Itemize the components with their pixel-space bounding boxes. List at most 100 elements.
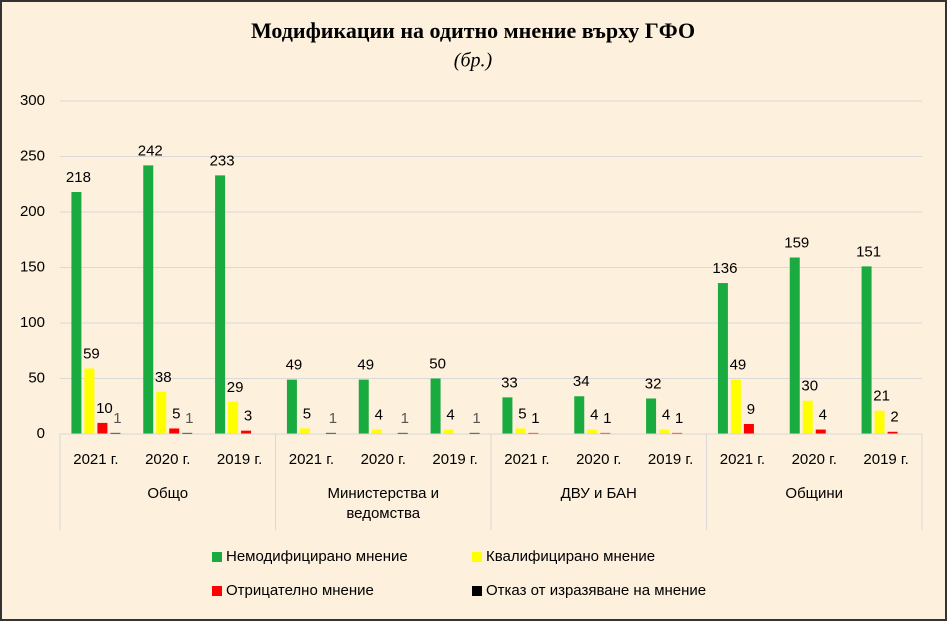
bar bbox=[443, 429, 454, 434]
bar bbox=[874, 410, 885, 434]
y-tick-label: 300 bbox=[20, 92, 45, 109]
bar bbox=[358, 379, 369, 434]
data-label: 1 bbox=[185, 410, 193, 427]
x-tick-label: 2021 г. bbox=[504, 451, 549, 468]
x-tick-label: 2020 г. bbox=[361, 451, 406, 468]
data-label: 49 bbox=[357, 357, 374, 374]
group-label-box: Общини bbox=[785, 485, 844, 502]
bar bbox=[325, 432, 336, 434]
bar bbox=[646, 398, 657, 434]
data-label: 4 bbox=[662, 407, 670, 424]
group-label-box: Министерства и ведомства bbox=[327, 485, 439, 522]
legend-swatch bbox=[212, 586, 222, 596]
bar bbox=[743, 424, 754, 434]
data-label: 34 bbox=[573, 373, 590, 390]
data-label: 9 bbox=[747, 401, 755, 418]
data-label: 4 bbox=[375, 407, 383, 424]
bar bbox=[502, 397, 513, 434]
data-label: 5 bbox=[518, 405, 526, 422]
bar bbox=[241, 430, 252, 434]
legend-label: Отказ от изразяване на мнение bbox=[486, 582, 706, 599]
legend-swatch bbox=[472, 552, 482, 562]
group-label-box: Общо bbox=[147, 485, 188, 502]
data-label: 151 bbox=[856, 243, 881, 260]
data-label: 10 bbox=[96, 400, 113, 417]
data-label: 1 bbox=[675, 410, 683, 427]
y-tick-label: 200 bbox=[20, 203, 45, 220]
x-tick-label: 2021 г. bbox=[289, 451, 334, 468]
data-label: 30 bbox=[801, 378, 818, 395]
data-label: 49 bbox=[286, 357, 303, 374]
bar bbox=[861, 266, 872, 434]
bar bbox=[802, 400, 813, 434]
bar bbox=[71, 192, 82, 434]
group-label-box: ДВУ и БАН bbox=[560, 485, 637, 502]
x-tick-label: 2019 г. bbox=[863, 451, 908, 468]
data-label: 50 bbox=[429, 355, 446, 372]
data-label: 1 bbox=[329, 410, 337, 427]
legend-swatch bbox=[472, 586, 482, 596]
data-label: 59 bbox=[83, 345, 100, 362]
data-label: 4 bbox=[590, 407, 598, 424]
x-tick-label: 2019 г. bbox=[217, 451, 262, 468]
bar bbox=[789, 257, 800, 434]
group-label: Министерства и ведомства bbox=[327, 485, 439, 522]
legend-swatch bbox=[212, 552, 222, 562]
bar bbox=[215, 175, 226, 434]
x-tick-label: 2020 г. bbox=[576, 451, 621, 468]
bar bbox=[286, 379, 297, 434]
bar bbox=[730, 379, 741, 434]
x-tick-label: 2020 г. bbox=[145, 451, 190, 468]
bar bbox=[515, 428, 526, 434]
bar bbox=[659, 429, 670, 434]
data-label: 49 bbox=[730, 357, 747, 374]
bar bbox=[371, 429, 382, 434]
legend-label: Немодифицирано мнение bbox=[226, 548, 408, 565]
data-label: 32 bbox=[645, 375, 662, 392]
bar bbox=[156, 391, 167, 434]
data-label: 218 bbox=[66, 169, 91, 186]
bar bbox=[228, 401, 239, 434]
data-label: 233 bbox=[210, 152, 235, 169]
x-tick-label: 2020 г. bbox=[792, 451, 837, 468]
data-label: 136 bbox=[712, 260, 737, 277]
x-tick-label: 2019 г. bbox=[648, 451, 693, 468]
data-label: 1 bbox=[472, 410, 480, 427]
bar bbox=[887, 431, 898, 434]
y-tick-label: 150 bbox=[20, 258, 45, 275]
data-label: 5 bbox=[172, 405, 180, 422]
x-tick-label: 2021 г. bbox=[720, 451, 765, 468]
bar bbox=[815, 429, 826, 434]
legend-label: Квалифицирано мнение bbox=[486, 548, 655, 565]
data-label: 29 bbox=[227, 379, 244, 396]
bar bbox=[84, 368, 95, 434]
chart-subtitle: (бр.) bbox=[454, 50, 493, 72]
bar bbox=[469, 432, 480, 434]
y-tick-label: 250 bbox=[20, 147, 45, 164]
bar bbox=[430, 378, 441, 434]
bar bbox=[143, 165, 154, 434]
y-tick-label: 50 bbox=[28, 369, 45, 386]
y-tick-label: 100 bbox=[20, 314, 45, 331]
data-label: 33 bbox=[501, 374, 518, 391]
group-label: ДВУ и БАН bbox=[560, 485, 637, 502]
data-label: 2 bbox=[890, 409, 898, 426]
data-label: 1 bbox=[531, 410, 539, 427]
data-label: 242 bbox=[138, 142, 163, 159]
bar bbox=[169, 428, 180, 434]
data-label: 3 bbox=[244, 408, 252, 425]
data-label: 38 bbox=[155, 369, 172, 386]
x-tick-label: 2019 г. bbox=[432, 451, 477, 468]
bar bbox=[299, 428, 310, 434]
chart-title: Модификации на одитно мнение върху ГФО bbox=[251, 18, 695, 43]
legend-label: Отрицателно мнение bbox=[226, 582, 374, 599]
y-tick-label: 0 bbox=[37, 425, 45, 442]
group-label: Общини bbox=[785, 485, 844, 502]
bar bbox=[528, 432, 539, 434]
data-label: 1 bbox=[401, 410, 409, 427]
data-label: 4 bbox=[446, 407, 454, 424]
bar bbox=[397, 432, 408, 434]
bar bbox=[97, 422, 108, 434]
